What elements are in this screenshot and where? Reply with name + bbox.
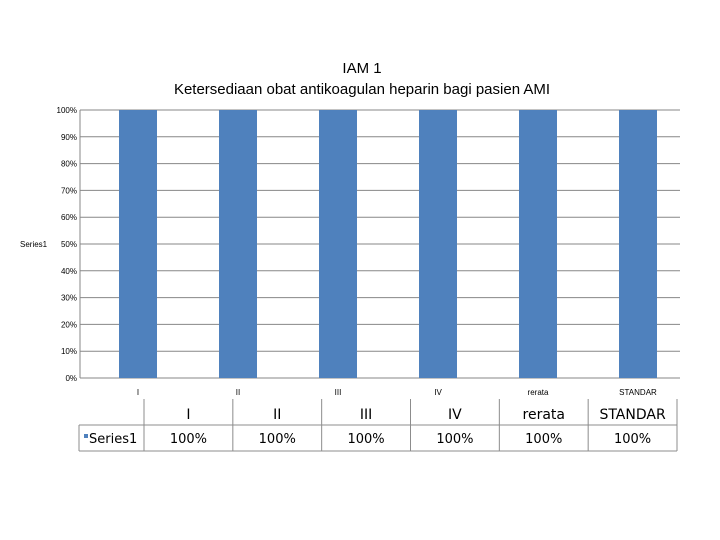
table-header-cell: IV — [448, 407, 462, 423]
gridlines — [79, 109, 680, 379]
table-value-cell: 100% — [614, 432, 651, 447]
bar — [319, 110, 357, 378]
bar — [219, 110, 257, 378]
table-header-cell: III — [360, 407, 372, 423]
y-tick-label: 60% — [61, 213, 77, 222]
x-tick-label: STANDAR — [619, 388, 657, 397]
y-axis-label: Series1 — [20, 240, 48, 249]
y-tick-label: 50% — [61, 240, 77, 249]
y-tick-label: 30% — [61, 294, 77, 303]
table-header-cell: II — [273, 407, 281, 423]
x-tick-label: IV — [434, 388, 442, 397]
table-header-cell: rerata — [523, 407, 565, 423]
table-value-cell: 100% — [525, 432, 562, 447]
chart-title: IAM 1 — [342, 60, 381, 77]
x-tick-label: rerata — [528, 388, 549, 397]
bar — [419, 110, 457, 378]
y-tick-label: 20% — [61, 320, 77, 329]
y-tick-label: 80% — [61, 160, 77, 169]
chart-subtitle: Ketersediaan obat antikoagulan heparin b… — [174, 81, 550, 98]
table-value-cell: 100% — [259, 432, 296, 447]
bars — [119, 110, 657, 378]
y-tick-label: 0% — [65, 374, 77, 383]
table-value-cell: 100% — [436, 432, 473, 447]
table-header-cell: I — [186, 407, 190, 423]
table-header-cell: STANDAR — [599, 407, 666, 423]
table-value-cell: 100% — [170, 432, 207, 447]
legend-label: Series1 — [89, 432, 137, 447]
x-tick-label: II — [236, 388, 240, 397]
x-tick-label: III — [335, 388, 342, 397]
data-table: I 100% II 100% III 100% IV 100% rerata 100% STANDA… — [78, 399, 678, 452]
y-tick-label: 10% — [61, 347, 77, 356]
x-tick-label: I — [137, 388, 139, 397]
y-tick-label: 40% — [61, 267, 77, 276]
y-tick-labels: 0% 10% 20% 30% 40% 50% 60% 70% 80% 90% 100% — [57, 106, 77, 383]
bar — [619, 110, 657, 378]
legend-swatch — [84, 434, 88, 438]
y-tick-label: 90% — [61, 133, 77, 142]
bar — [119, 110, 157, 378]
x-tick-labels: I II III IV rerata STANDAR — [137, 388, 657, 397]
y-tick-label: 70% — [61, 186, 77, 195]
bar — [519, 110, 557, 378]
table-value-cell: 100% — [347, 432, 384, 447]
y-tick-label: 100% — [57, 106, 77, 115]
